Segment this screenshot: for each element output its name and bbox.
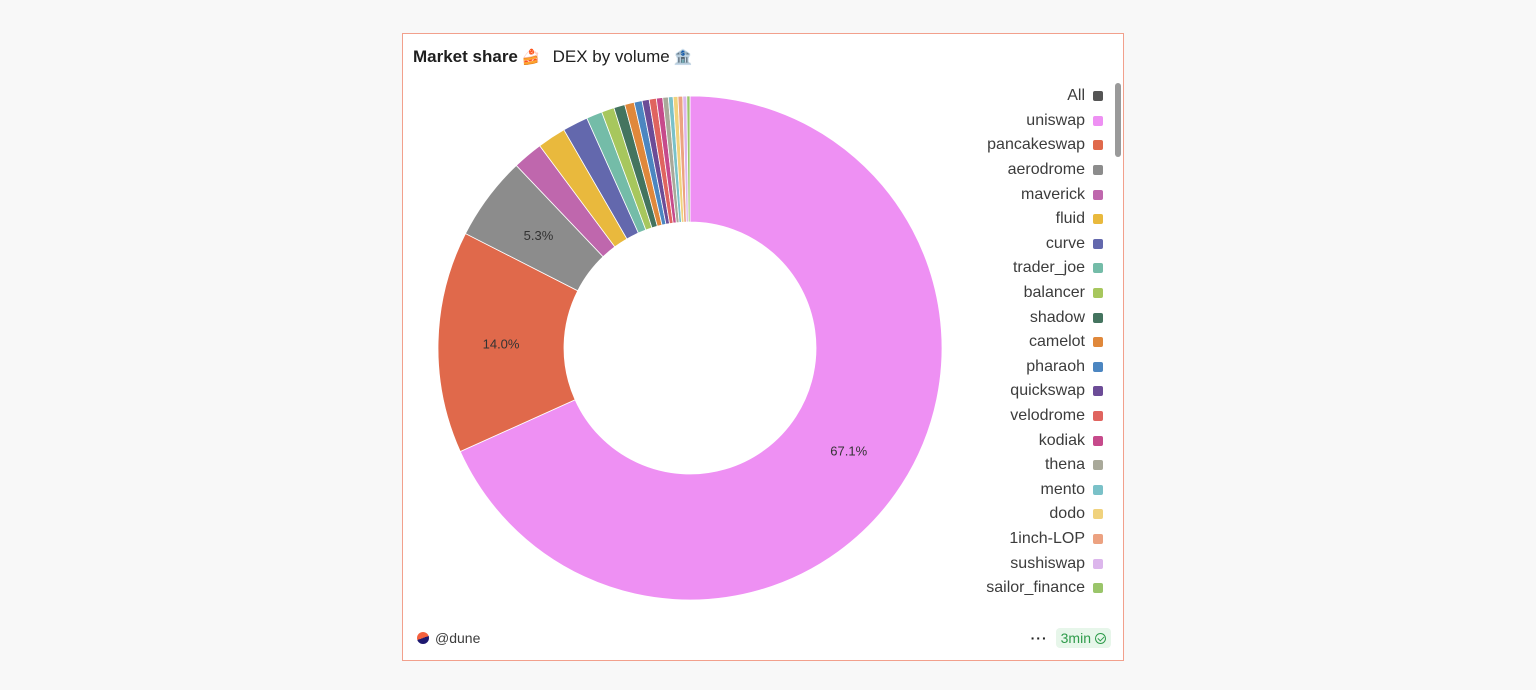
legend-label: 1inch-LOP [1009, 529, 1085, 547]
legend-item[interactable]: maverick [883, 182, 1103, 207]
legend-item[interactable]: 1inch-LOP [883, 527, 1103, 552]
author-link[interactable]: @dune [417, 630, 480, 646]
refresh-status-badge[interactable]: 3min [1055, 628, 1111, 648]
pie-slice-pancakeswap[interactable] [437, 233, 579, 453]
legend-swatch [1093, 558, 1103, 569]
legend-label: quickswap [1010, 382, 1085, 400]
legend-item[interactable]: quickswap [883, 379, 1103, 404]
author-name: @dune [435, 630, 481, 646]
legend-swatch [1093, 91, 1103, 102]
legend-label: All [1067, 87, 1085, 105]
legend-item[interactable]: dodo [883, 502, 1103, 527]
legend-label: curve [1045, 234, 1085, 252]
chart-header: Market share 🍰 DEX by volume 🏦 [413, 46, 692, 68]
legend-item[interactable]: aerodrome [883, 158, 1103, 183]
legend-swatch [1093, 115, 1103, 126]
legend-swatch [1093, 509, 1103, 520]
legend-item[interactable]: sushiswap [883, 551, 1103, 576]
legend-swatch [1093, 361, 1103, 372]
refresh-time: 3min [1060, 630, 1091, 646]
check-circle-icon [1095, 632, 1106, 644]
legend-label: thena [1044, 456, 1085, 474]
legend-item[interactable]: pancakeswap [883, 133, 1103, 158]
legend-swatch [1093, 583, 1103, 594]
bank-icon: 🏦 [673, 49, 693, 66]
legend-label: kodiak [1038, 431, 1085, 449]
legend-swatch [1093, 238, 1103, 249]
data-label: 5.3% [524, 228, 554, 243]
legend-item[interactable]: kodiak [883, 428, 1103, 453]
legend-item[interactable]: uniswap [883, 109, 1103, 134]
legend-label: trader_joe [1012, 259, 1085, 277]
legend-label: fluid [1055, 210, 1085, 228]
data-label: 67.1% [830, 444, 867, 459]
legend-swatch [1093, 411, 1103, 422]
legend-label: uniswap [1026, 111, 1085, 129]
legend-item[interactable]: fluid [883, 207, 1103, 232]
legend-label: mento [1040, 480, 1085, 498]
legend-item[interactable]: shadow [883, 305, 1103, 330]
legend-label: balancer [1023, 284, 1085, 302]
legend-swatch [1093, 165, 1103, 176]
pie-slice-uniswap[interactable] [459, 95, 943, 601]
legend-item[interactable]: curve [883, 232, 1103, 257]
legend-swatch [1093, 460, 1103, 471]
legend-swatch [1093, 140, 1103, 151]
legend-label: velodrome [1010, 407, 1085, 425]
legend-swatch [1093, 288, 1103, 299]
legend-label: pharaoh [1026, 357, 1085, 375]
legend-item[interactable]: velodrome [883, 404, 1103, 429]
legend-swatch [1093, 484, 1103, 495]
legend-item[interactable]: All [883, 84, 1103, 109]
chart-title[interactable]: Market share [413, 47, 518, 66]
legend-label: aerodrome [1007, 161, 1085, 179]
data-label: 14.0% [483, 336, 520, 351]
legend-swatch [1093, 189, 1103, 200]
dune-logo-icon [417, 632, 429, 644]
legend-swatch [1093, 386, 1103, 397]
cake-icon: 🍰 [521, 49, 541, 66]
legend-label: pancakeswap [987, 136, 1085, 154]
legend-label: shadow [1029, 308, 1085, 326]
legend-item[interactable]: sailor_finance [883, 576, 1103, 601]
donut-chart: 67.1% 14.0% 5.3% [437, 95, 943, 601]
legend: All uniswap pancakeswap aerodrome maverick fl… [883, 84, 1103, 604]
legend-swatch [1093, 435, 1103, 446]
legend-label: camelot [1028, 333, 1085, 351]
legend-label: maverick [1020, 185, 1085, 203]
legend-swatch [1093, 263, 1103, 274]
pie-slice-sailor_finance[interactable] [686, 95, 691, 223]
legend-swatch [1093, 533, 1103, 544]
legend-item[interactable]: mento [883, 478, 1103, 503]
legend-swatch [1093, 312, 1103, 323]
legend-swatch [1093, 214, 1103, 225]
legend-swatch [1093, 337, 1103, 348]
legend-item[interactable]: pharaoh [883, 355, 1103, 380]
more-options-icon[interactable]: ··· [1030, 630, 1048, 646]
legend-scrollbar[interactable] [1115, 83, 1121, 157]
legend-label: dodo [1049, 505, 1085, 523]
legend-label: sushiswap [1010, 554, 1085, 572]
footer-actions: ··· 3min [1031, 628, 1111, 648]
chart-subtitle: DEX by volume [552, 47, 670, 66]
chart-card: Market share 🍰 DEX by volume 🏦 67.1% 14.0… [402, 33, 1124, 661]
legend-item[interactable]: thena [883, 453, 1103, 478]
legend-item[interactable]: trader_joe [883, 256, 1103, 281]
legend-item[interactable]: camelot [883, 330, 1103, 355]
legend-item[interactable]: balancer [883, 281, 1103, 306]
legend-label: sailor_finance [986, 579, 1085, 597]
